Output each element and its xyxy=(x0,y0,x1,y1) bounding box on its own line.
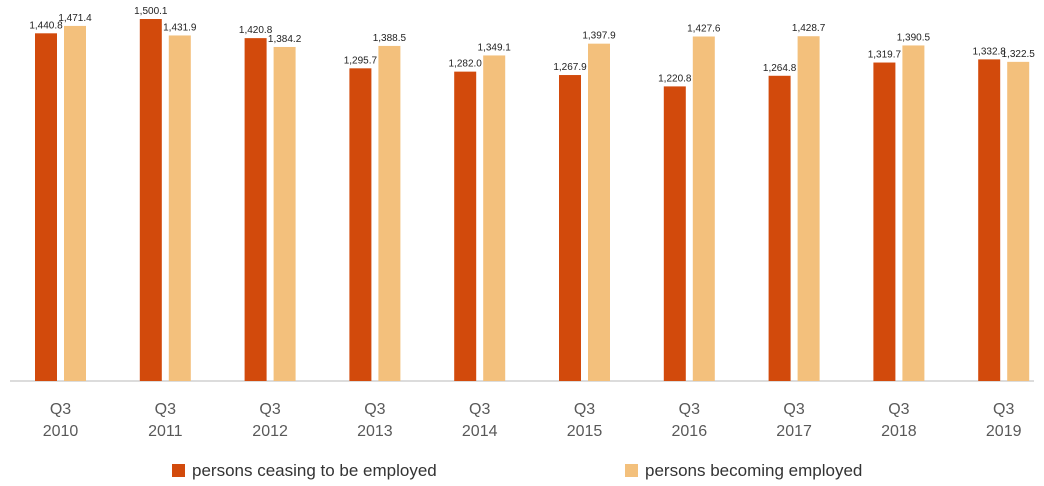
data-label-becoming-2016: 1,427.6 xyxy=(687,23,721,34)
bar-becoming-2014 xyxy=(483,55,506,381)
x-tick-label-2014-year: 2014 xyxy=(462,423,498,440)
bar-becoming-2010 xyxy=(64,25,86,381)
bar-ceasing-2013 xyxy=(349,68,372,381)
x-tick-label-2018-year: 2018 xyxy=(881,423,917,440)
data-label-becoming-2011: 1,431.9 xyxy=(163,22,197,33)
legend-label-ceasing: persons ceasing to be employed xyxy=(192,461,437,480)
x-tick-label-2017-quarter: Q3 xyxy=(783,401,804,418)
data-label-ceasing-2011: 1,500.1 xyxy=(134,6,168,17)
data-label-ceasing-2013: 1,295.7 xyxy=(344,55,378,66)
bar-ceasing-2012 xyxy=(244,38,267,381)
data-label-becoming-2017: 1,428.7 xyxy=(792,23,826,34)
bar-becoming-2013 xyxy=(378,45,401,382)
x-tick-label-2011-quarter: Q3 xyxy=(155,401,176,418)
x-tick-label-2012-quarter: Q3 xyxy=(259,401,280,418)
bar-ceasing-2010 xyxy=(35,33,57,381)
data-label-becoming-2013: 1,388.5 xyxy=(373,33,407,44)
x-tick-label-2019-year: 2019 xyxy=(986,423,1022,440)
bar-becoming-2012 xyxy=(273,46,296,382)
x-tick-label-2018-quarter: Q3 xyxy=(888,401,909,418)
x-tick-label-2019-quarter: Q3 xyxy=(993,401,1014,418)
data-label-ceasing-2018: 1,319.7 xyxy=(868,50,902,61)
data-label-ceasing-2015: 1,267.9 xyxy=(553,62,587,73)
data-label-becoming-2014: 1,349.1 xyxy=(478,42,512,53)
data-label-becoming-2018: 1,390.5 xyxy=(897,32,931,43)
x-tick-label-2011-year: 2011 xyxy=(148,423,183,440)
data-label-becoming-2012: 1,384.2 xyxy=(268,34,302,45)
legend-swatch-ceasing xyxy=(172,464,185,477)
bar-ceasing-2018 xyxy=(873,62,896,381)
bar-becoming-2019 xyxy=(1007,61,1030,382)
data-label-ceasing-2010: 1,440.8 xyxy=(29,20,63,31)
bar-ceasing-2016 xyxy=(663,86,686,382)
x-tick-label-2013-year: 2013 xyxy=(357,423,393,440)
legend-swatch-becoming xyxy=(625,464,638,477)
data-label-ceasing-2012: 1,420.8 xyxy=(239,25,273,36)
bar-becoming-2011 xyxy=(168,35,191,382)
x-tick-label-2010-year: 2010 xyxy=(43,423,79,440)
bar-becoming-2018 xyxy=(902,45,925,382)
bar-becoming-2017 xyxy=(797,36,820,382)
x-tick-label-2010-quarter: Q3 xyxy=(50,401,71,418)
x-tick-label-2015-year: 2015 xyxy=(567,423,603,440)
legend-label-becoming: persons becoming employed xyxy=(645,461,862,480)
bar-ceasing-2015 xyxy=(559,75,581,381)
data-label-ceasing-2019: 1,332.8 xyxy=(973,46,1007,57)
bar-ceasing-2014 xyxy=(454,71,477,382)
data-label-ceasing-2016: 1,220.8 xyxy=(658,73,692,84)
x-tick-label-2012-year: 2012 xyxy=(252,423,288,440)
bar-becoming-2015 xyxy=(588,43,610,381)
data-label-becoming-2015: 1,397.9 xyxy=(582,31,616,42)
bar-becoming-2016 xyxy=(692,36,715,382)
data-label-ceasing-2014: 1,282.0 xyxy=(449,59,483,70)
data-label-becoming-2019: 1,322.5 xyxy=(1002,49,1036,60)
x-tick-label-2013-quarter: Q3 xyxy=(364,401,385,418)
x-tick-label-2016-quarter: Q3 xyxy=(679,401,700,418)
x-tick-label-2017-year: 2017 xyxy=(776,423,812,440)
data-label-ceasing-2017: 1,264.8 xyxy=(763,63,797,74)
x-tick-label-2015-quarter: Q3 xyxy=(574,401,595,418)
x-tick-label-2016-year: 2016 xyxy=(672,423,708,440)
bar-ceasing-2019 xyxy=(978,59,1001,381)
x-tick-label-2014-quarter: Q3 xyxy=(469,401,490,418)
data-label-becoming-2010: 1,471.4 xyxy=(58,13,92,24)
bar-ceasing-2011 xyxy=(139,19,162,381)
bar-ceasing-2017 xyxy=(768,75,791,381)
